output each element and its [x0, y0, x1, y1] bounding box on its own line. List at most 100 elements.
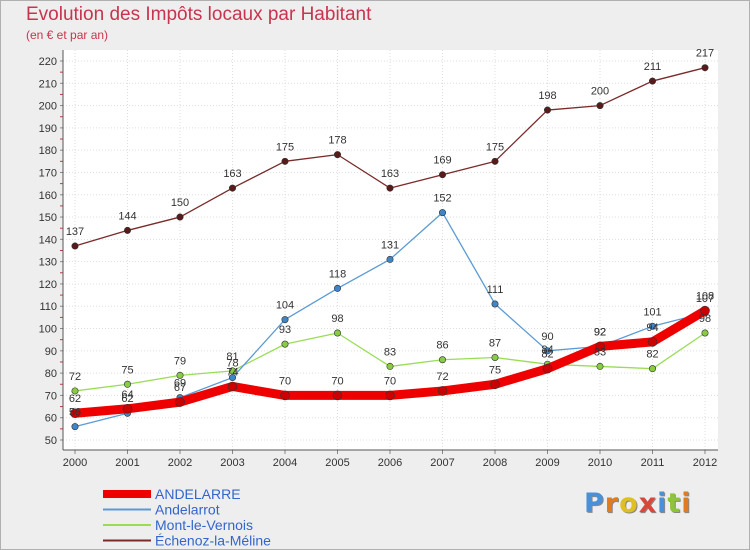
data-label: 92: [594, 326, 606, 338]
y-tick-label: 100: [39, 324, 57, 336]
y-tick-label: 90: [45, 346, 57, 358]
logo-letter: t: [667, 488, 682, 519]
y-tick-label: 150: [39, 212, 57, 224]
data-point: [71, 423, 79, 431]
y-tick-label: 60: [45, 413, 57, 425]
data-point: [596, 362, 604, 370]
data-label: 211: [644, 61, 662, 73]
data-label: 163: [381, 168, 399, 180]
data-label: 70: [331, 375, 343, 387]
x-tick-label: 2002: [168, 457, 192, 469]
data-label: 93: [279, 324, 291, 336]
data-point: [280, 390, 290, 401]
logo-letter: o: [619, 488, 639, 519]
data-label: 144: [118, 210, 136, 222]
data-point: [281, 340, 289, 348]
data-label: 131: [381, 239, 399, 251]
data-label: 198: [538, 90, 556, 102]
data-label: 150: [171, 197, 189, 209]
data-label: 118: [329, 268, 347, 280]
x-tick-label: 2008: [483, 457, 507, 469]
data-point: [701, 64, 709, 72]
data-label: 83: [384, 346, 396, 358]
data-label: 70: [279, 375, 291, 387]
data-point: [542, 363, 553, 374]
data-point: [281, 157, 289, 165]
data-label: 87: [489, 338, 501, 350]
data-label: 94: [646, 322, 658, 334]
data-point: [281, 316, 289, 324]
y-tick-label: 200: [39, 101, 57, 113]
data-point: [71, 242, 79, 250]
data-point: [647, 337, 658, 347]
data-label: 107: [696, 293, 714, 305]
x-tick-label: 2012: [693, 457, 717, 469]
data-label: 81: [226, 351, 238, 363]
data-point: [124, 380, 132, 388]
data-point: [386, 362, 394, 370]
legend-label: Mont-le-Vernois: [155, 517, 253, 533]
data-label: 92: [594, 326, 606, 338]
data-label: 84: [541, 344, 553, 356]
data-point: [490, 379, 500, 390]
data-point: [333, 151, 341, 159]
x-tick-label: 2009: [535, 457, 559, 469]
data-point: [648, 365, 656, 373]
data-point: [648, 322, 656, 330]
data-label: 178: [328, 135, 346, 147]
y-tick-label: 80: [45, 368, 57, 380]
data-label: 98: [331, 313, 343, 325]
data-point: [333, 329, 341, 337]
data-label: 175: [276, 141, 294, 153]
data-point: [124, 226, 132, 234]
data-label: 104: [276, 300, 294, 312]
data-label: 62: [121, 393, 133, 405]
data-label: 56: [69, 407, 81, 419]
y-tick-label: 220: [39, 56, 57, 68]
proxiti-logo: Proxiti: [584, 488, 692, 519]
data-point: [595, 341, 605, 352]
data-label: 217: [696, 48, 714, 60]
y-tick-label: 160: [39, 190, 57, 202]
x-tick-label: 2005: [325, 457, 349, 469]
data-point: [386, 184, 394, 192]
data-point: [491, 157, 499, 165]
legend-label: Andelarrot: [155, 502, 220, 518]
data-point: [491, 354, 499, 362]
data-label: 70: [384, 375, 396, 387]
data-label: 111: [487, 284, 504, 296]
data-point: [543, 106, 551, 114]
data-label: 108: [696, 291, 714, 303]
data-label: 137: [66, 226, 84, 238]
data-label: 98: [699, 313, 711, 325]
data-point: [229, 374, 237, 382]
y-tick-label: 120: [39, 279, 57, 291]
x-tick-label: 2004: [273, 457, 297, 469]
x-tick-label: 2006: [378, 457, 402, 469]
data-point: [386, 255, 394, 263]
data-point: [176, 371, 184, 379]
data-point: [385, 390, 395, 401]
y-tick-label: 140: [39, 234, 57, 246]
x-tick-label: 2010: [588, 457, 612, 469]
data-label: 67: [174, 382, 186, 394]
data-label: 75: [489, 364, 501, 376]
chart-title: Evolution des Impôts locaux par Habitant: [26, 4, 372, 25]
data-label: 83: [594, 346, 606, 358]
legend-label: ANDELARRE: [155, 486, 241, 502]
y-tick-label: 190: [39, 123, 57, 135]
data-label: 75: [121, 364, 133, 376]
data-point: [491, 300, 499, 308]
y-tick-label: 110: [39, 301, 57, 313]
data-label: 200: [591, 86, 609, 98]
data-label: 163: [223, 168, 241, 180]
data-point: [438, 356, 446, 364]
x-tick-label: 2011: [641, 457, 665, 469]
data-point: [227, 381, 238, 392]
x-tick-label: 2000: [63, 457, 87, 469]
logo-letter: i: [681, 488, 692, 519]
data-label: 69: [174, 378, 186, 390]
data-point: [648, 77, 656, 85]
data-label: 78: [226, 358, 238, 370]
